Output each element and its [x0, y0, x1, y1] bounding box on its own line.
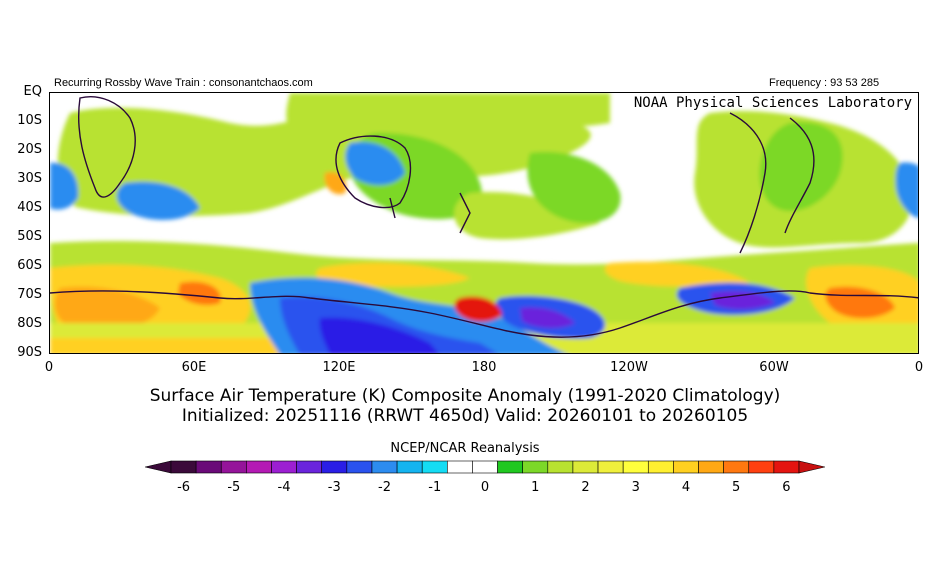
y-tick-label: EQ — [23, 84, 42, 99]
colorbar-swatch — [421, 460, 448, 474]
colorbar-swatch — [195, 460, 222, 474]
colorbar-tick-label: 2 — [581, 480, 590, 495]
colorbar-swatch — [597, 460, 624, 474]
y-tick-label: 30S — [17, 171, 42, 186]
x-tick-label: 0 — [914, 360, 924, 375]
y-tick-label: 20S — [17, 142, 42, 157]
colorbar-swatch — [522, 460, 549, 474]
y-tick-label: 50S — [17, 229, 42, 244]
colorbar-swatch — [296, 460, 323, 474]
colorbar-swatch — [497, 460, 523, 474]
colorbar-swatch — [647, 460, 674, 474]
x-tick-label: 120E — [322, 360, 356, 375]
colorbar-tick-label: 1 — [531, 480, 540, 495]
colorbar-high-arrow — [798, 460, 825, 474]
colorbar-tick-label: -4 — [277, 480, 291, 495]
colorbar-tick-label: 0 — [480, 480, 490, 495]
colorbar-swatch — [447, 460, 473, 474]
map-title-line-1: Surface Air Temperature (K) Composite An… — [149, 386, 781, 406]
colorbar-tick-label: 5 — [732, 480, 741, 495]
colorbar-swatch — [698, 460, 724, 474]
colorbar-low-arrow — [145, 460, 172, 474]
colorbar-swatch — [346, 460, 373, 474]
colorbar-swatch — [773, 460, 800, 474]
colorbar-swatch — [321, 460, 348, 474]
x-tick-label: 180 — [471, 360, 497, 375]
data-source-label: NCEP/NCAR Reanalysis — [390, 441, 540, 456]
x-tick-label: 60W — [759, 360, 789, 375]
colorbar-swatch — [622, 460, 649, 474]
y-tick-label: 70S — [17, 287, 42, 302]
y-tick-label: 10S — [17, 113, 42, 128]
colorbar-tick-label: -6 — [177, 480, 191, 495]
colorbar — [145, 460, 825, 474]
y-tick-label: 80S — [17, 316, 42, 331]
y-tick-label: 40S — [17, 200, 42, 215]
header-right-text: Frequency : 93 53 285 — [769, 77, 880, 89]
header-left-text: Recurring Rossby Wave Train : consonantc… — [54, 77, 313, 89]
colorbar-tick-label: -5 — [227, 480, 241, 495]
x-tick-label: 60E — [181, 360, 207, 375]
x-tick-label: 0 — [44, 360, 54, 375]
colorbar-tick-label: -1 — [428, 480, 442, 495]
colorbar-swatch — [170, 460, 197, 474]
colorbar-swatch — [748, 460, 775, 474]
colorbar-swatch — [472, 460, 498, 474]
colorbar-tick-label: -2 — [378, 480, 391, 495]
colorbar-tick-label: 6 — [782, 480, 791, 495]
map-graphic — [50, 93, 918, 353]
lab-credit: NOAA Physical Sciences Laboratory — [633, 95, 912, 111]
colorbar-swatch — [396, 460, 423, 474]
colorbar-tick-label: 4 — [681, 480, 691, 495]
colorbar-swatch — [547, 460, 574, 474]
anomaly-map: NOAA Physical Sciences Laboratory — [49, 92, 919, 354]
colorbar-tick-label: -3 — [327, 480, 341, 495]
y-tick-label: 90S — [17, 345, 42, 360]
map-title-line-2: Initialized: 20251116 (RRWT 4650d) Valid… — [181, 406, 749, 426]
x-tick-label: 120W — [610, 360, 648, 375]
colorbar-swatch — [371, 460, 398, 474]
colorbar-swatch — [246, 460, 272, 474]
y-tick-label: 60S — [17, 258, 42, 273]
colorbar-tick-label: 3 — [631, 480, 640, 495]
colorbar-swatch — [723, 460, 750, 474]
colorbar-swatch — [572, 460, 599, 474]
colorbar-swatch — [220, 460, 247, 474]
colorbar-swatch — [271, 460, 297, 474]
colorbar-swatch — [673, 460, 699, 474]
